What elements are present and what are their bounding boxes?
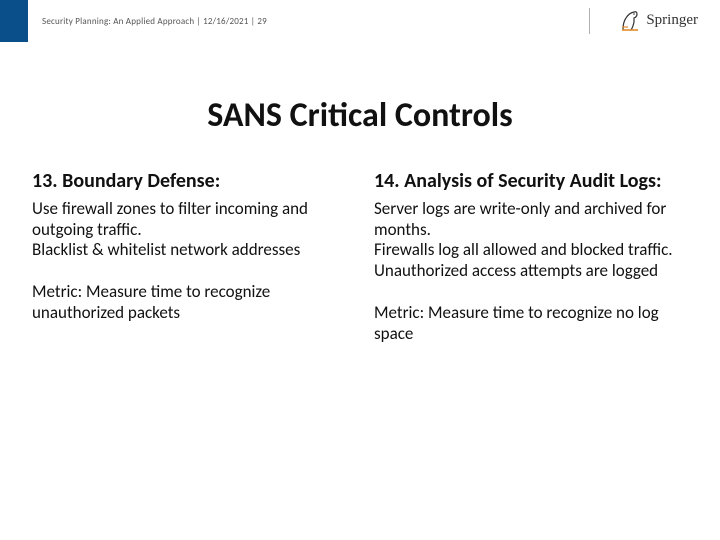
slide-title: SANS Critical Controls <box>0 95 720 136</box>
header-bar: Security Planning: An Applied Approach |… <box>0 0 720 42</box>
right-p3: Unauthorized access attempts are logged <box>374 261 698 282</box>
header-divider <box>589 8 590 34</box>
right-p2: Firewalls log all allowed and blocked tr… <box>374 240 698 261</box>
left-p1: Use firewall zones to filter incoming an… <box>32 199 356 240</box>
right-heading: 14. Analysis of Security Audit Logs: <box>374 170 698 193</box>
springer-horse-icon <box>620 8 640 32</box>
left-body: Use firewall zones to filter incoming an… <box>32 199 356 324</box>
right-column: 14. Analysis of Security Audit Logs: Ser… <box>374 170 698 344</box>
logo-text: Springer <box>646 12 698 29</box>
left-p2: Blacklist & whitelist network addresses <box>32 240 356 261</box>
header-breadcrumb: Security Planning: An Applied Approach |… <box>42 16 267 27</box>
spacer <box>32 261 356 282</box>
right-p1: Server logs are write-only and archived … <box>374 199 698 240</box>
content-columns: 13. Boundary Defense: Use firewall zones… <box>32 170 698 344</box>
publisher-logo: Springer <box>620 8 698 32</box>
left-column: 13. Boundary Defense: Use firewall zones… <box>32 170 356 344</box>
spacer <box>374 282 698 303</box>
left-p3: Metric: Measure time to recognize unauth… <box>32 282 356 323</box>
right-body: Server logs are write-only and archived … <box>374 199 698 344</box>
left-heading: 13. Boundary Defense: <box>32 170 356 193</box>
right-p4: Metric: Measure time to recognize no log… <box>374 303 698 344</box>
accent-block <box>0 0 28 42</box>
